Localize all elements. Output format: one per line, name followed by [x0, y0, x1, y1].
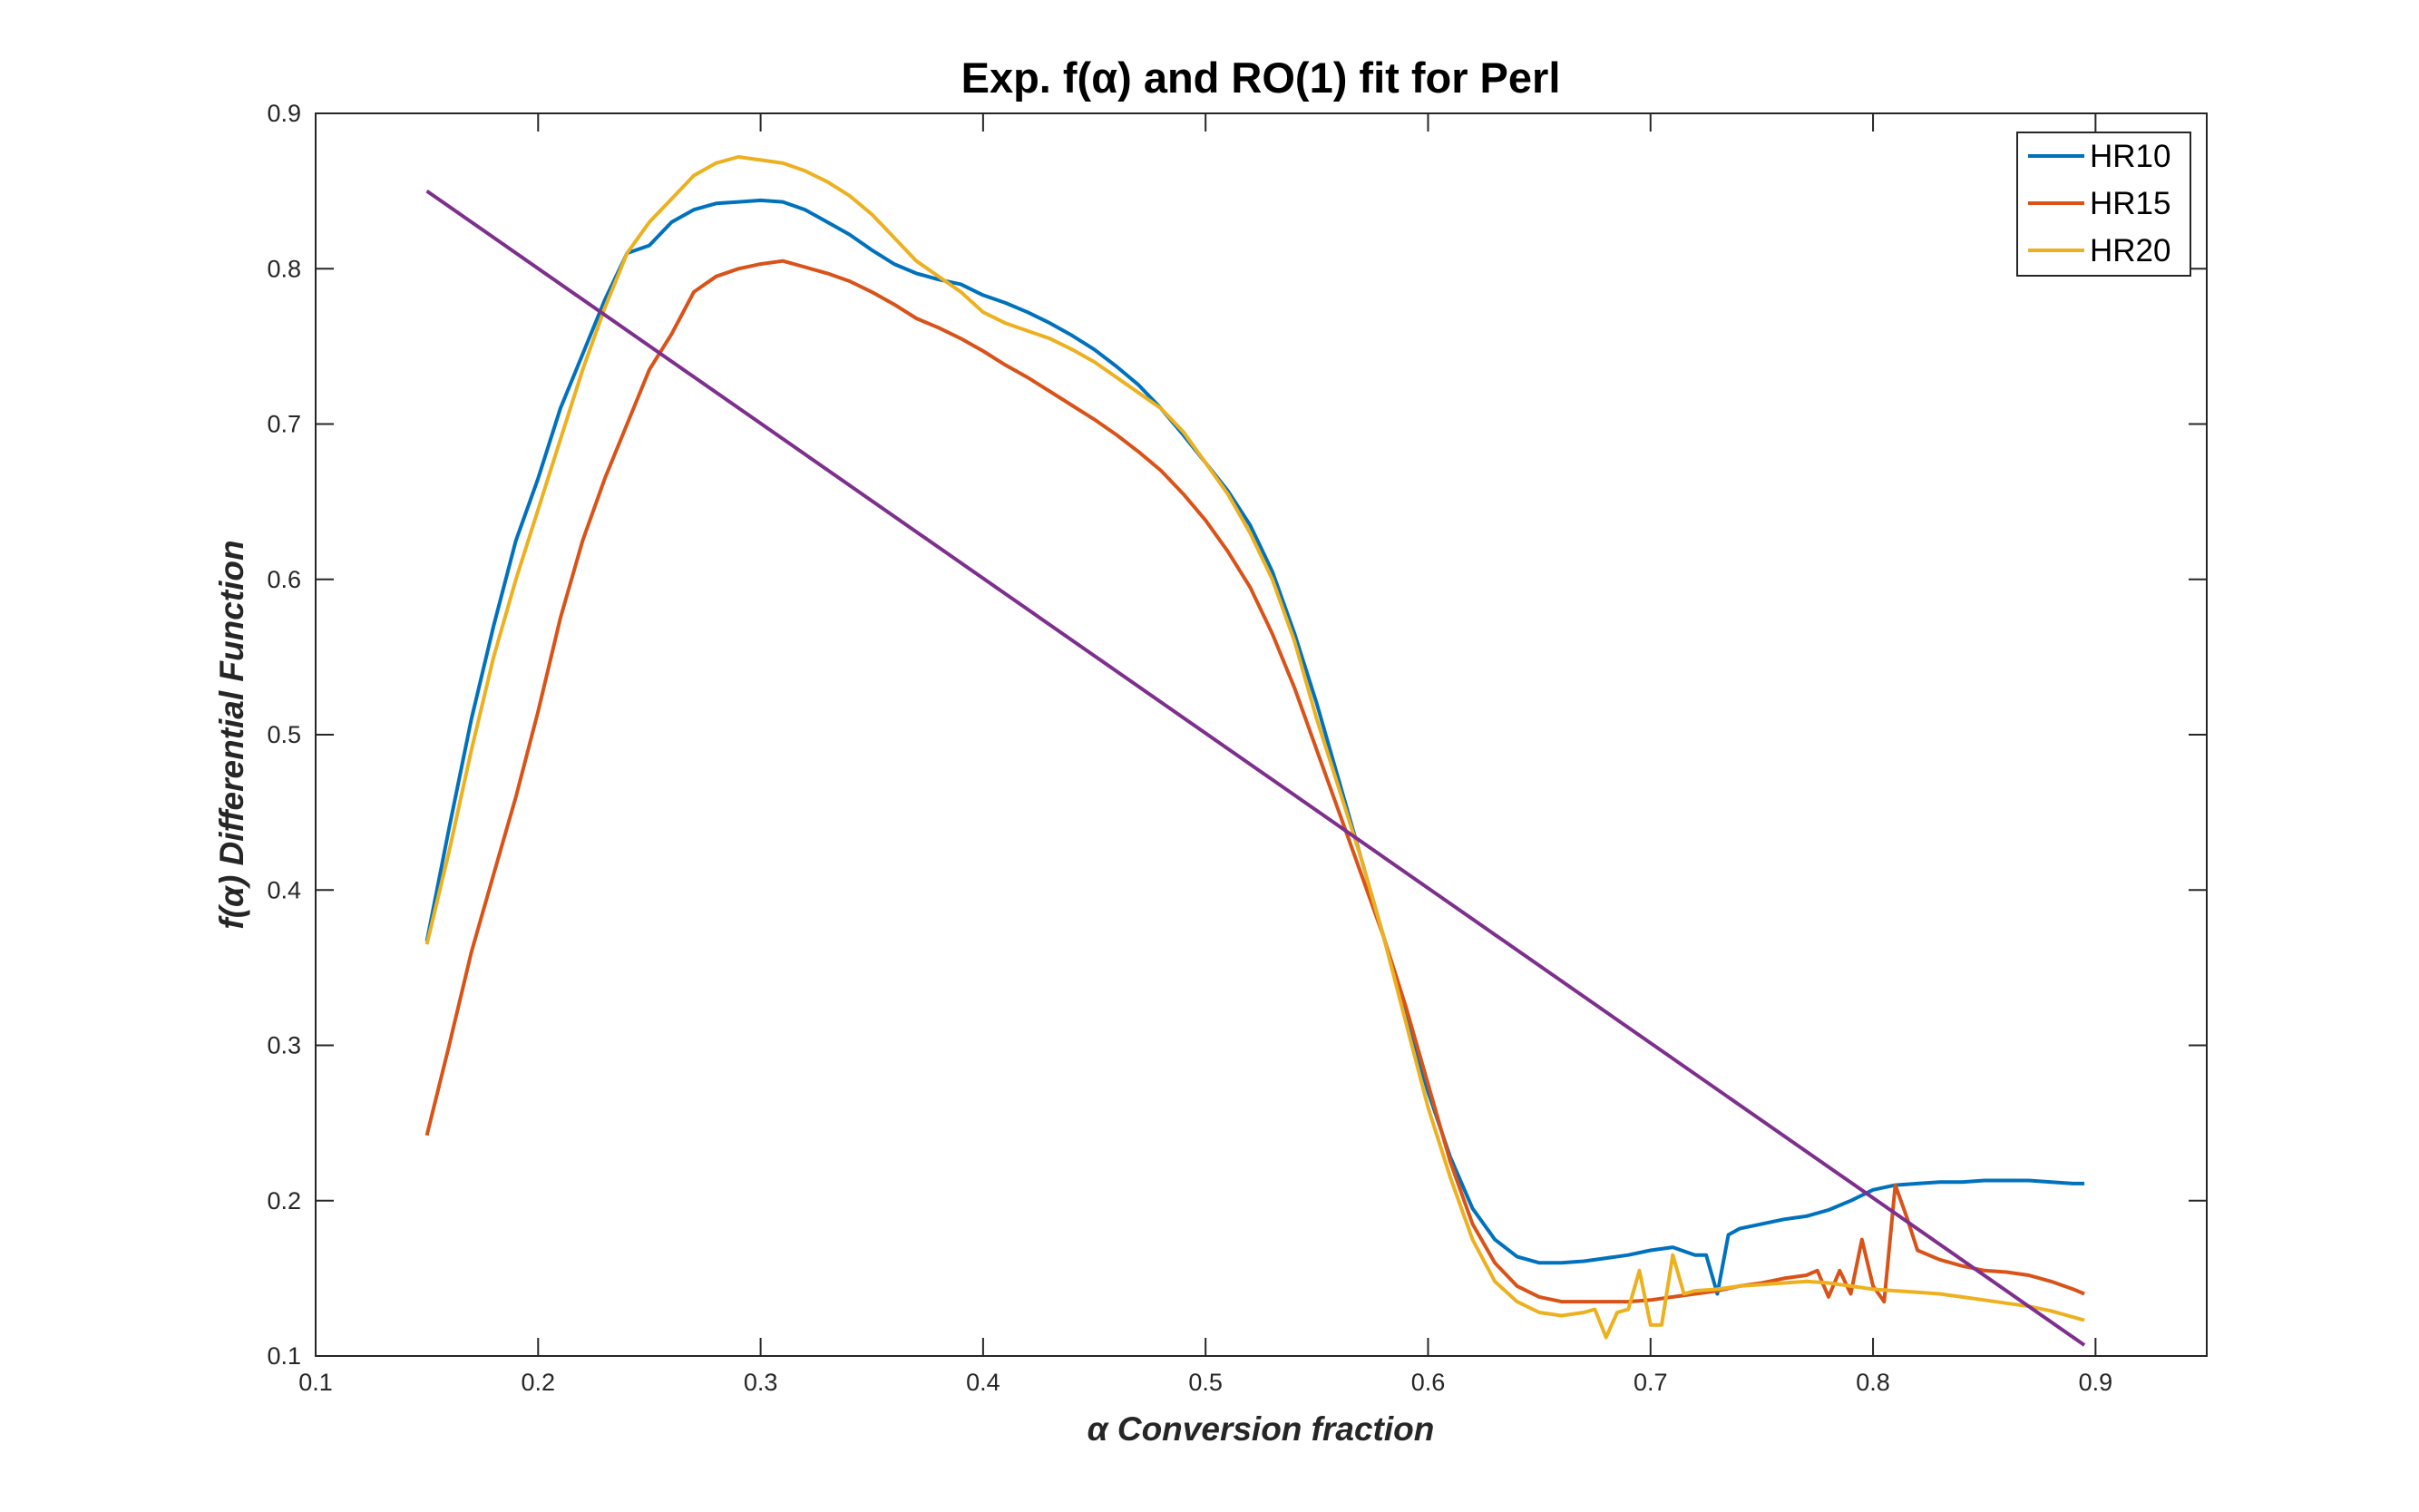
series-line-ro-1-fit [425, 189, 2086, 1347]
legend-label-hr15: HR15 [2090, 186, 2170, 221]
y-tick-label: 0.6 [267, 566, 301, 593]
y-tick-label: 0.8 [267, 255, 301, 282]
legend-item-hr20: HR20 [2028, 233, 2170, 268]
legend: HR10 HR15 HR20 [2016, 132, 2191, 277]
x-tick-label: 0.4 [966, 1369, 1000, 1396]
plot-area [315, 112, 2208, 1357]
y-tick-label: 0.9 [267, 100, 301, 127]
series-layer [424, 155, 2086, 1347]
x-tick-label: 0.7 [1634, 1369, 1668, 1396]
y-tick-label: 0.1 [267, 1342, 301, 1370]
x-tick-labels: 0.1 0.2 0.3 0.4 0.5 0.6 0.7 0.8 0.9 [298, 1369, 2112, 1396]
y-tick-label: 0.4 [267, 876, 301, 903]
y-tick-label: 0.5 [267, 721, 301, 748]
y-tick-label: 0.2 [267, 1187, 301, 1214]
y-tick-label: 0.7 [267, 411, 301, 438]
y-tick-label: 0.3 [267, 1032, 301, 1059]
x-tick-label: 0.9 [2079, 1369, 2113, 1396]
legend-item-hr15: HR15 [2028, 186, 2170, 221]
x-tick-label: 0.8 [1856, 1369, 1890, 1396]
x-tick-label: 0.1 [298, 1369, 333, 1396]
x-tick-label: 0.6 [1411, 1369, 1446, 1396]
series-line-hr15 [424, 259, 2085, 1304]
series-line-hr20 [424, 155, 2085, 1340]
x-tick-label: 0.5 [1188, 1369, 1223, 1396]
chart-title: Exp. f(α) and RO(1) fit for Perl [961, 54, 1561, 102]
legend-item-hr10: HR10 [2028, 139, 2170, 174]
y-axis-label: f(α) Differential Function [213, 540, 250, 929]
x-axis-label: α Conversion fraction [1088, 1410, 1435, 1448]
x-tick-label: 0.2 [522, 1369, 556, 1396]
y-tick-labels: 0.1 0.2 0.3 0.4 0.5 0.6 0.7 0.8 0.9 [267, 100, 301, 1370]
series-line-hr10 [424, 198, 2085, 1296]
legend-label-hr10: HR10 [2090, 139, 2170, 174]
x-tick-label: 0.3 [744, 1369, 778, 1396]
legend-label-hr20: HR20 [2090, 233, 2170, 268]
axis-ticks [315, 112, 2207, 1357]
